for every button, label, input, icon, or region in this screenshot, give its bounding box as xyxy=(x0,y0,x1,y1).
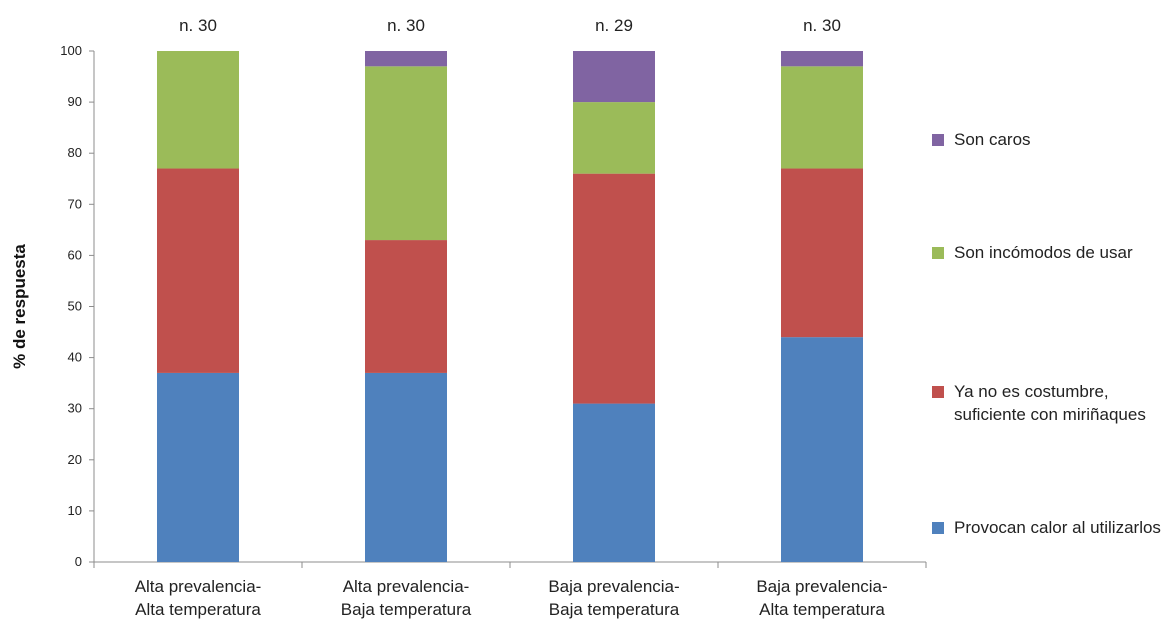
legend-item-son-incomodos: Son incómodos de usar xyxy=(932,241,1174,264)
legend-label: Son caros xyxy=(954,130,1031,149)
x-category-label: Baja temperatura xyxy=(549,600,680,619)
bar-segment-3-cat-3 xyxy=(573,102,655,174)
legend-label: Provocan calor al utilizarlos xyxy=(954,518,1161,537)
x-category-label: Baja prevalencia- xyxy=(756,577,887,596)
sample-size-label: n. 30 xyxy=(387,16,425,35)
y-axis-title: % de respuesta xyxy=(10,244,29,369)
bar-segment-1-cat-3 xyxy=(573,403,655,562)
y-tick-label: 80 xyxy=(68,145,82,160)
bar-segment-4-cat-3 xyxy=(573,51,655,103)
bar-segment-1-cat-1 xyxy=(157,372,239,562)
y-tick-label: 60 xyxy=(68,247,82,262)
bars xyxy=(157,51,863,562)
stacked-bar-chart: 0 10 20 30 40 50 60 70 80 90 100 % de respuesta Alta… xyxy=(10,16,927,619)
x-category-label: Alta temperatura xyxy=(135,600,261,619)
x-category-label: Alta prevalencia- xyxy=(135,577,262,596)
y-tick-label: 50 xyxy=(68,299,82,314)
sample-size-label: n. 30 xyxy=(803,16,841,35)
legend-swatch-son-incomodos xyxy=(932,247,944,259)
legend-swatch-calor xyxy=(932,522,944,534)
bar-segment-4-cat-4 xyxy=(781,51,863,67)
y-tick-label: 10 xyxy=(68,503,82,518)
legend-label: Ya no es costumbre, suficiente con miriñ… xyxy=(954,382,1146,424)
x-category-label: Alta prevalencia- xyxy=(343,577,470,596)
legend-label: Son incómodos de usar xyxy=(954,243,1133,262)
y-tick-label: 90 xyxy=(68,94,82,109)
bar-segment-1-cat-2 xyxy=(365,372,447,562)
y-tick-label: 20 xyxy=(68,452,82,467)
bar-segment-1-cat-4 xyxy=(781,337,863,562)
bar-segment-2-cat-4 xyxy=(781,168,863,338)
bar-segment-4-cat-2 xyxy=(365,51,447,67)
sample-size-label: n. 30 xyxy=(179,16,217,35)
legend-item-calor: Provocan calor al utilizarlos xyxy=(932,516,1174,539)
y-tick-label: 40 xyxy=(68,350,82,365)
y-tick-label: 0 xyxy=(75,554,82,569)
x-category-label: Alta temperatura xyxy=(759,600,885,619)
bar-segment-3-cat-1 xyxy=(157,51,239,169)
bar-segment-3-cat-2 xyxy=(365,66,447,241)
bar-segment-3-cat-4 xyxy=(781,66,863,169)
legend-swatch-costumbre xyxy=(932,386,944,398)
legend: Son caros Son incómodos de usar Ya no es… xyxy=(932,0,1175,627)
labels: 0 10 20 30 40 50 60 70 80 90 100 % de respuesta Alta… xyxy=(10,16,888,619)
y-tick-label: 70 xyxy=(68,196,82,211)
x-category-label: Baja temperatura xyxy=(341,600,472,619)
legend-swatch-son-caros xyxy=(932,134,944,146)
sample-size-label: n. 29 xyxy=(595,16,633,35)
legend-item-costumbre: Ya no es costumbre, suficiente con miriñ… xyxy=(932,380,1174,426)
x-category-label: Baja prevalencia- xyxy=(548,577,679,596)
y-tick-label: 100 xyxy=(60,43,82,58)
bar-segment-2-cat-1 xyxy=(157,168,239,373)
y-tick-label: 30 xyxy=(68,401,82,416)
legend-item-son-caros: Son caros xyxy=(932,128,1174,151)
bar-segment-2-cat-2 xyxy=(365,240,447,373)
bar-segment-2-cat-3 xyxy=(573,173,655,404)
